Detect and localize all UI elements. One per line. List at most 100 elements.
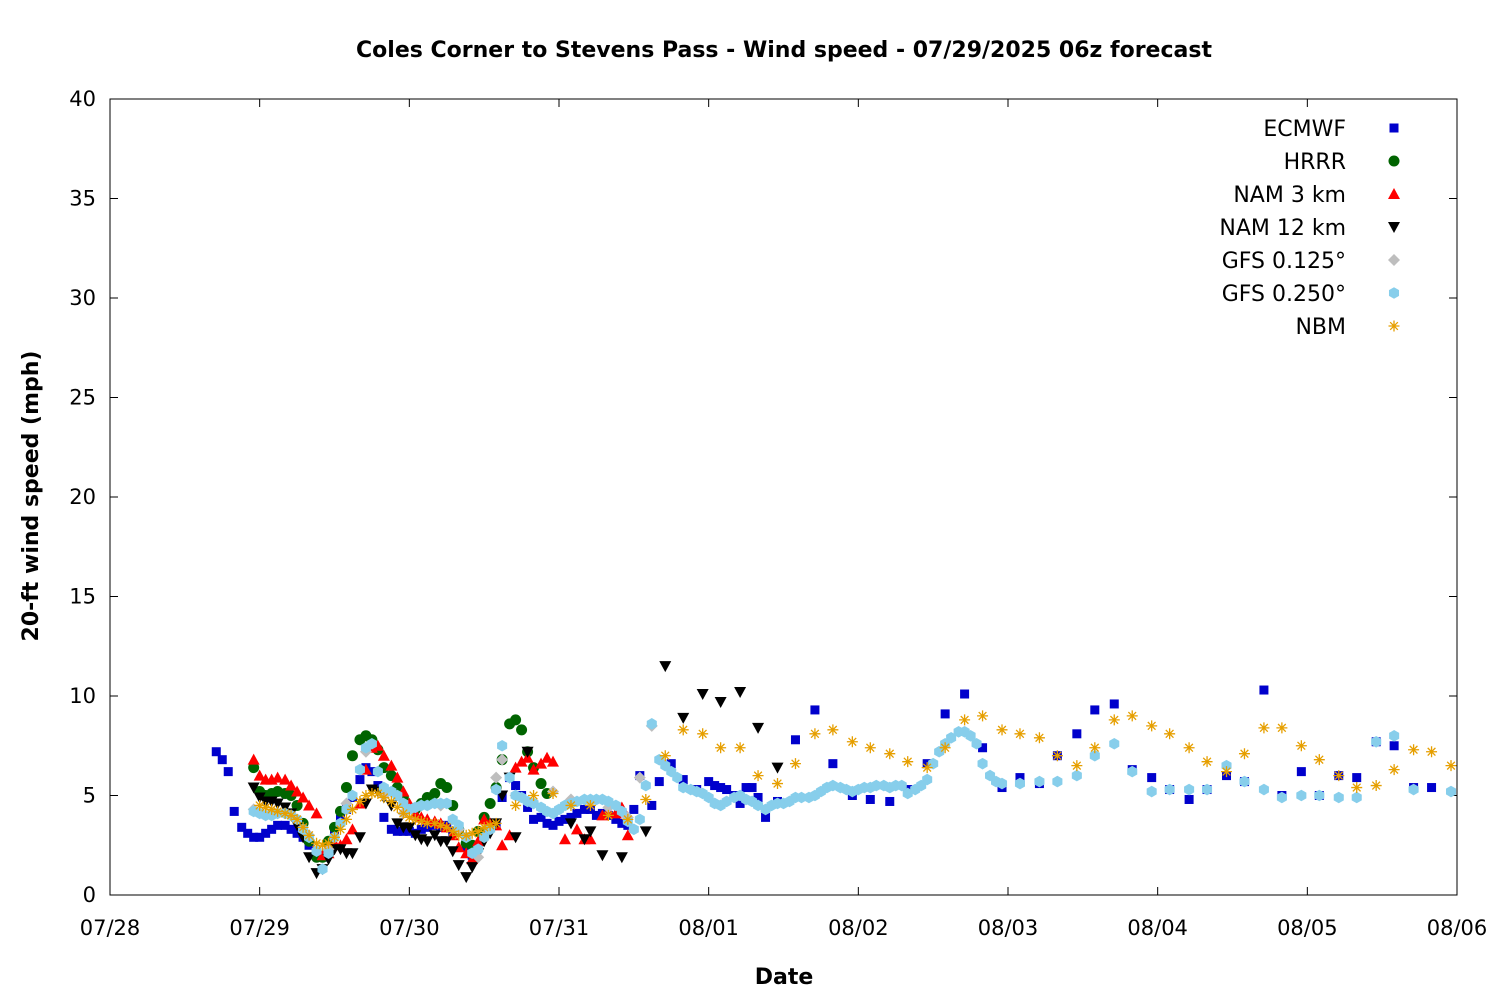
data-point [260, 801, 272, 813]
data-point [478, 821, 490, 833]
y-tick-label: 35 [69, 187, 96, 211]
data-point [633, 771, 646, 784]
data-point [360, 790, 372, 801]
data-point [547, 755, 560, 767]
data-point [617, 818, 627, 828]
data-point [896, 779, 907, 792]
data-point [529, 814, 539, 824]
data-point [1258, 722, 1270, 734]
legend-label: NAM 12 km [1219, 216, 1346, 241]
data-point [654, 777, 664, 787]
data-point [1296, 789, 1307, 802]
data-point [714, 696, 727, 708]
data-point [409, 813, 421, 825]
data-point [466, 827, 478, 839]
data-point [1408, 783, 1419, 796]
legend-label: HRRR [1284, 150, 1346, 175]
data-point [828, 759, 838, 769]
data-point [441, 782, 453, 794]
data-point [323, 847, 334, 860]
data-point [346, 803, 358, 815]
data-point [223, 767, 233, 777]
data-point [447, 825, 459, 837]
data-point [353, 832, 366, 844]
data-point [677, 712, 690, 724]
data-point [510, 799, 522, 811]
data-point [761, 812, 771, 822]
data-point [472, 835, 485, 847]
data-point [542, 818, 552, 828]
data-point [921, 762, 933, 774]
data-point [622, 813, 634, 825]
data-point [340, 833, 353, 845]
data-point [217, 755, 227, 765]
data-point [490, 771, 503, 784]
series-nbm [254, 710, 1457, 851]
data-point [285, 779, 298, 791]
data-point [367, 767, 377, 777]
data-point [496, 839, 509, 851]
data-point [1239, 775, 1250, 788]
data-point [639, 826, 652, 838]
data-point [1089, 742, 1101, 754]
data-point [271, 798, 284, 810]
y-tick-label: 30 [69, 286, 96, 310]
data-point [1351, 782, 1363, 794]
data-point [453, 829, 465, 841]
legend-marker [1388, 320, 1400, 332]
data-point [1071, 760, 1083, 772]
data-point [1014, 728, 1026, 740]
data-point [248, 762, 260, 774]
data-point [978, 743, 988, 753]
data-point [460, 829, 472, 841]
data-point [1427, 783, 1437, 793]
data-point [596, 850, 609, 862]
data-point [946, 731, 957, 744]
data-point [1333, 770, 1345, 782]
data-point [403, 811, 415, 823]
data-point [310, 807, 323, 819]
data-point [291, 799, 303, 811]
data-point [827, 724, 839, 736]
data-point [1072, 729, 1082, 739]
data-point [564, 818, 577, 830]
data-point [960, 689, 970, 699]
data-point [385, 795, 397, 807]
data-point [1034, 775, 1045, 788]
data-point [659, 750, 671, 762]
data-point [790, 735, 800, 745]
legend-label: GFS 0.250° [1222, 282, 1346, 307]
data-point [416, 824, 426, 834]
data-point [391, 771, 404, 783]
chart-title: Coles Corner to Stevens Pass - Wind spee… [356, 38, 1212, 63]
data-point [490, 817, 502, 829]
data-point [516, 724, 528, 736]
data-point [560, 814, 570, 824]
data-point [640, 793, 652, 805]
data-point [229, 806, 239, 816]
data-point [515, 755, 528, 767]
data-point [1276, 791, 1287, 804]
data-point [535, 757, 548, 769]
data-point [285, 809, 297, 821]
data-point [584, 826, 597, 838]
data-point [523, 802, 533, 812]
data-point [1201, 756, 1213, 768]
data-point [977, 757, 988, 770]
y-tick-label: 40 [69, 87, 96, 111]
data-point [959, 714, 971, 726]
data-point [366, 737, 377, 750]
data-point [1408, 744, 1420, 756]
data-point [677, 724, 689, 736]
data-point [421, 836, 434, 848]
data-point [1445, 785, 1457, 798]
data-point [734, 687, 747, 699]
data-point [303, 829, 315, 841]
data-point [934, 745, 945, 758]
data-point [279, 773, 292, 785]
data-point [346, 750, 358, 762]
data-point [266, 803, 278, 815]
y-tick-label: 0 [83, 883, 96, 907]
data-point [496, 753, 509, 766]
